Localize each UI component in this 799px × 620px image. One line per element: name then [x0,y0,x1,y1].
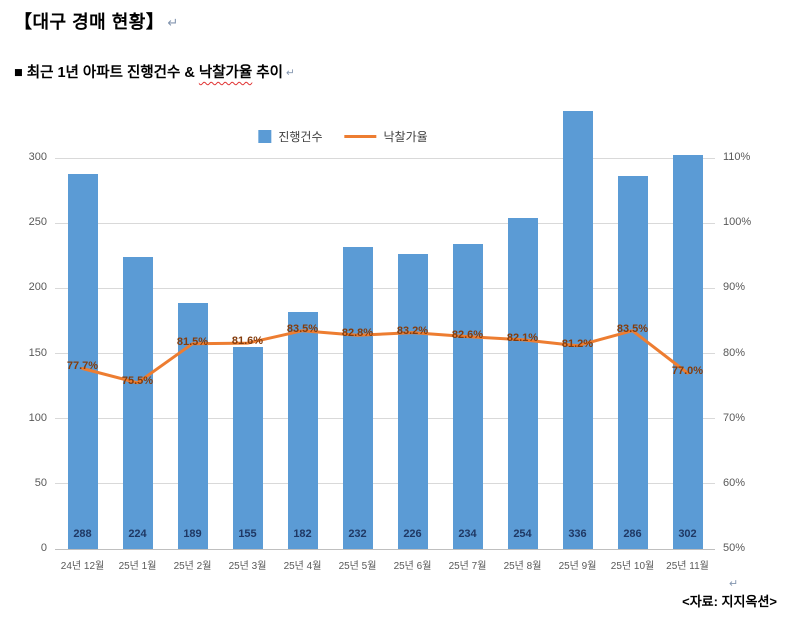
bar [452,244,483,549]
right-axis-tick-label: 50% [723,542,746,554]
bar [287,311,318,549]
right-axis-tick-label: 90% [723,281,746,294]
bar-value-label: 224 [128,528,147,540]
bar-value-label: 226 [403,528,422,540]
document-title: 【대구 경매 현황】 ↵ [14,8,179,34]
right-axis-tick-label: 70% [723,411,746,424]
category-label: 25년 1월 [118,561,157,572]
bar-value-label: 155 [238,528,257,540]
bar-value-label: 232 [348,528,367,540]
bar [397,254,428,549]
rate-value-label: 77.0% [671,365,704,378]
category-label: 25년 2월 [173,561,212,572]
bar [232,346,263,549]
left-axis-tick-label: 200 [28,281,47,294]
rate-value-label: 82.1% [506,331,539,344]
chart-legend: 진행건수 낙찰가율 [258,128,428,145]
gridline [55,548,715,550]
gridline [55,157,715,159]
category-label: 25년 11월 [666,561,709,572]
right-axis-tick-label: 80% [723,346,746,359]
legend-label: 진행건수 [278,130,323,144]
gridline [55,287,715,289]
bar [507,217,538,549]
bar-value-label: 254 [513,528,532,540]
category-label: 25년 4월 [283,561,322,572]
category-label: 25년 5월 [338,561,377,572]
category-label: 25년 9월 [558,561,597,572]
left-axis-tick-label: 250 [28,216,47,229]
rate-value-label: 83.5% [286,322,319,335]
source-note: <자료: 지지옥션> [682,594,777,609]
left-axis-tick-label: 0 [40,542,47,554]
section-heading: ■ 최근 1년 아파트 진행건수 & 낙찰가율 추이 ↵ [14,61,295,82]
gridline [55,483,715,485]
legend-line-swatch-icon [344,135,377,138]
left-axis-tick-label: 150 [28,346,47,359]
category-label: 25년 3월 [228,561,267,572]
category-label: 24년 12월 [60,561,105,572]
section-heading-suffix: 추이 [252,65,283,81]
spellcheck-underlined-word: 낙찰가율 [198,65,253,81]
rate-value-label: 82.8% [341,327,374,340]
bar [617,176,648,549]
bar-value-label: 286 [623,528,642,540]
right-axis-tick-label: 110% [723,151,751,163]
rate-value-label: 81.2% [561,337,594,350]
document-title-text: 【대구 경매 현황】 [14,12,165,32]
paragraph-mark-icon: ↵ [285,68,295,79]
rate-value-label: 81.5% [176,335,209,348]
category-label: 25년 6월 [393,561,432,572]
bar-value-label: 234 [458,528,477,540]
right-axis-tick-label: 100% [723,216,752,229]
rate-value-label: 83.2% [396,324,429,337]
legend-item: 낙찰가율 [344,128,428,145]
category-label: 25년 10월 [610,561,655,572]
bar-value-label: 302 [678,528,697,540]
left-axis-tick-label: 300 [28,151,47,163]
paragraph-mark-icon: ↵ [729,578,739,590]
left-axis-tick-label: 100 [28,411,47,424]
gridline [55,353,715,354]
bar [342,246,373,549]
bar [122,257,153,549]
legend-label: 낙찰가율 [383,130,428,144]
category-label: 25년 7월 [448,561,487,572]
gridline [55,222,715,224]
section-heading-text: ■ 최근 1년 아파트 진행건수 & [14,65,199,81]
legend-item: 진행건수 [258,128,323,145]
right-axis-tick-label: 60% [723,476,746,489]
left-axis-tick-label: 50 [34,476,47,489]
bar-value-label: 189 [183,528,202,540]
rate-value-label: 77.7% [66,360,99,373]
gridline [55,418,715,420]
paragraph-mark-icon: ↵ [167,15,179,30]
category-label: 25년 8월 [503,561,542,572]
rate-value-label: 83.5% [616,322,649,335]
bar [672,155,703,549]
bar [562,111,593,549]
rate-value-label: 75.5% [121,374,154,387]
rate-value-label: 81.6% [231,335,264,348]
bar-value-label: 336 [568,528,587,540]
rate-value-label: 82.6% [451,328,484,341]
bar-value-label: 288 [73,528,92,540]
legend-bar-swatch-icon [258,130,272,143]
bar-value-label: 182 [293,528,312,540]
